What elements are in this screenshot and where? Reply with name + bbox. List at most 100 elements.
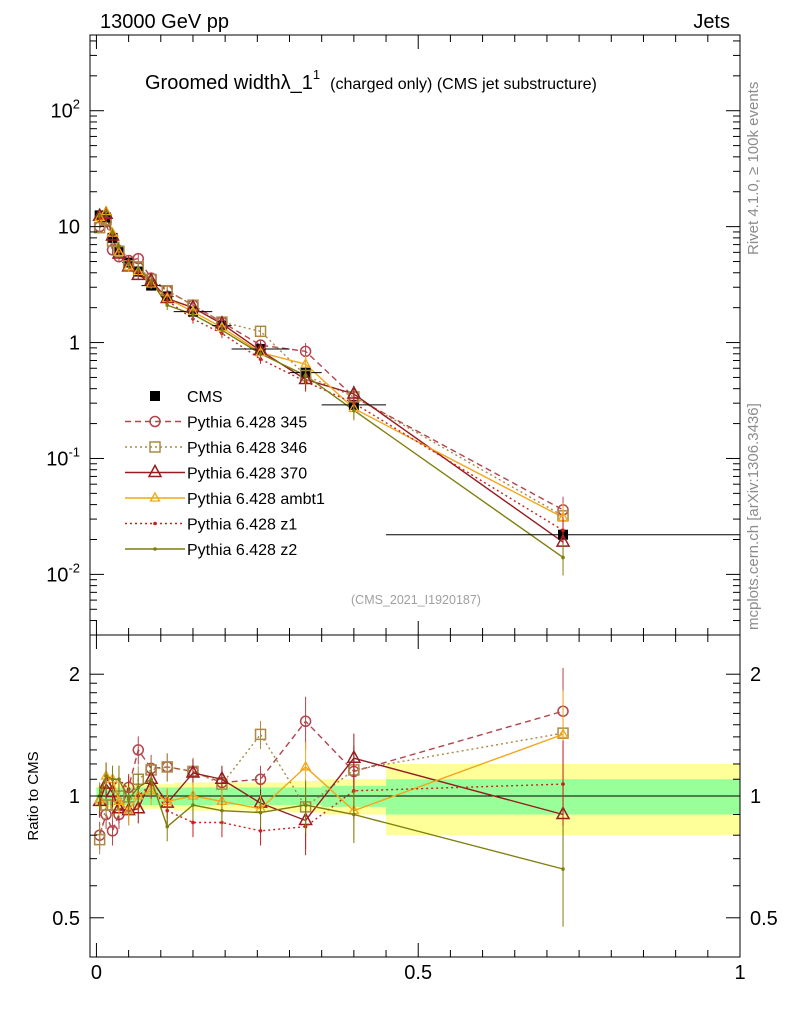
mcplots-label: mcplots.cern.ch [arXiv:1306.3436] (745, 403, 762, 630)
legend-item-ambt1: Pythia 6.428 ambt1 (125, 491, 325, 508)
legend-item-z1: Pythia 6.428 z1 (125, 517, 297, 534)
main-point-z2 (220, 328, 224, 332)
legend-item-p346: Pythia 6.428 346 (125, 440, 307, 457)
ratio-point-z2 (110, 777, 115, 782)
legend-label-p345: Pythia 6.428 345 (187, 415, 307, 432)
ratio-ytick-label: 1 (69, 786, 80, 808)
main-curves (99, 210, 564, 559)
main-point-z1 (258, 357, 263, 361)
plot-title-main: Groomed widthλ_1 (145, 72, 313, 94)
legend-marker-p345 (149, 415, 161, 428)
ratio-point-ambt1 (299, 760, 312, 771)
ratio-point-z2 (126, 797, 131, 802)
legend: CMS Pythia 6.428 345 Pythia 6.428 346 Pythi… (125, 389, 325, 559)
ratio-xtick-label: 1 (734, 962, 745, 984)
legend-marker-ambt1 (149, 491, 161, 502)
ratio-point-z1 (258, 829, 263, 833)
legend-item-cms: CMS (150, 389, 223, 406)
legend-marker-z2 (153, 547, 157, 551)
legend-item-p370: Pythia 6.428 370 (125, 463, 307, 483)
legend-item-p345: Pythia 6.428 345 (125, 415, 307, 432)
ratio-ytick-label-right: 1 (750, 786, 761, 808)
main-point-z2 (126, 261, 131, 266)
energy-label: 13000 GeV pp (100, 11, 229, 33)
ratio-point-ambt1 (113, 795, 125, 806)
legend-label-p370: Pythia 6.428 370 (187, 466, 307, 483)
reference-label: (CMS_2021_I1920187) (351, 593, 481, 607)
ratio-curves (92, 667, 571, 927)
ratio-point-z2 (191, 803, 195, 807)
legend-label-p346: Pythia 6.428 346 (187, 440, 307, 457)
ratio-frame (89, 634, 741, 958)
ratio-point-ambt1 (557, 728, 569, 739)
jets-label: Jets (693, 11, 730, 33)
ratio-point-p346 (254, 728, 267, 741)
legend-item-z2: Pythia 6.428 z2 (125, 542, 297, 559)
ratio-ylabel: Ratio to CMS (25, 751, 42, 840)
ratio-point-z1 (165, 808, 170, 813)
main-point-z2 (117, 244, 121, 248)
plot-title-sub: (charged only) (CMS jet substructure) (330, 76, 597, 93)
main-point-z2 (352, 408, 356, 413)
ratio-point-p345 (299, 715, 312, 728)
legend-label-ambt1: Pythia 6.428 ambt1 (187, 491, 325, 508)
main-ytick-label: 10-2 (46, 560, 80, 586)
legend-marker-z1 (153, 521, 157, 526)
main-ytick-label: 10 (58, 217, 80, 239)
main-point-z2 (104, 209, 108, 214)
ratio-point-p345 (106, 825, 119, 837)
main-line-p370 (99, 213, 564, 543)
main-line-p346 (99, 218, 564, 517)
legend-marker-p346 (149, 441, 161, 453)
main-point-z2 (149, 279, 153, 283)
main-point-z1 (165, 298, 170, 303)
ratio-line-p345 (98, 710, 564, 836)
main-ytick-label: 102 (51, 97, 80, 123)
ratio-panel: 0.5 0.5 1 1 2 2 0 0.5 1 Ratio to CMS (25, 634, 778, 984)
legend-marker-cms (150, 391, 160, 401)
ratio-line-p370 (98, 757, 564, 822)
main-line-ambt1 (99, 210, 564, 519)
legend-label-z1: Pythia 6.428 z1 (187, 517, 297, 534)
ratio-point-p345 (254, 773, 267, 786)
main-ticks: 10-2 10-1 1 10 102 (46, 35, 741, 636)
ratio-line-ambt1 (98, 733, 564, 812)
ratio-point-z2 (352, 812, 356, 817)
main-line-z2 (99, 210, 564, 559)
ratio-xtick-label: 0 (91, 962, 102, 984)
main-line-p345 (99, 220, 564, 511)
ratio-point-p346 (93, 833, 106, 846)
ratio-point-z2 (258, 810, 263, 815)
ratio-point-z2 (136, 785, 141, 790)
main-point-z2 (303, 373, 308, 378)
main-ytick-label: 10-1 (46, 444, 80, 470)
ratio-point-z2 (561, 867, 565, 871)
main-point-ambt1 (123, 260, 135, 271)
main-point-p346 (93, 221, 106, 234)
ratio-point-z1 (191, 820, 195, 825)
main-point-ambt1 (113, 246, 125, 257)
ratio-ticks: 0.5 0.5 1 1 2 2 0 0.5 1 (52, 635, 778, 984)
main-point-p370 (131, 266, 146, 281)
main-point-z2 (561, 555, 565, 560)
ratio-point-p370 (131, 800, 146, 814)
ratio-line-p346 (98, 732, 564, 840)
main-points (92, 205, 740, 576)
ratio-point-p346 (161, 761, 173, 773)
main-point-z2 (191, 312, 195, 317)
ratio-point-z2 (149, 777, 153, 782)
ratio-point-z1 (561, 782, 565, 786)
ratio-point-z2 (117, 777, 121, 782)
plot-title: Groomed widthλ_11 (charged only) (CMS jet… (145, 67, 597, 94)
main-line-z1 (99, 210, 564, 531)
ratio-point-p345 (132, 744, 145, 756)
main-point-z1 (561, 528, 565, 533)
main-ytick-label: 1 (69, 333, 80, 355)
main-point-p346 (254, 325, 267, 338)
legend-marker-p370 (147, 463, 163, 478)
ratio-point-p370 (346, 749, 362, 763)
main-panel: 10-2 10-1 1 10 102 Groomed widthλ_11(charged… (46, 34, 741, 636)
main-point-z2 (136, 267, 141, 271)
legend-label-cms: CMS (187, 389, 223, 406)
